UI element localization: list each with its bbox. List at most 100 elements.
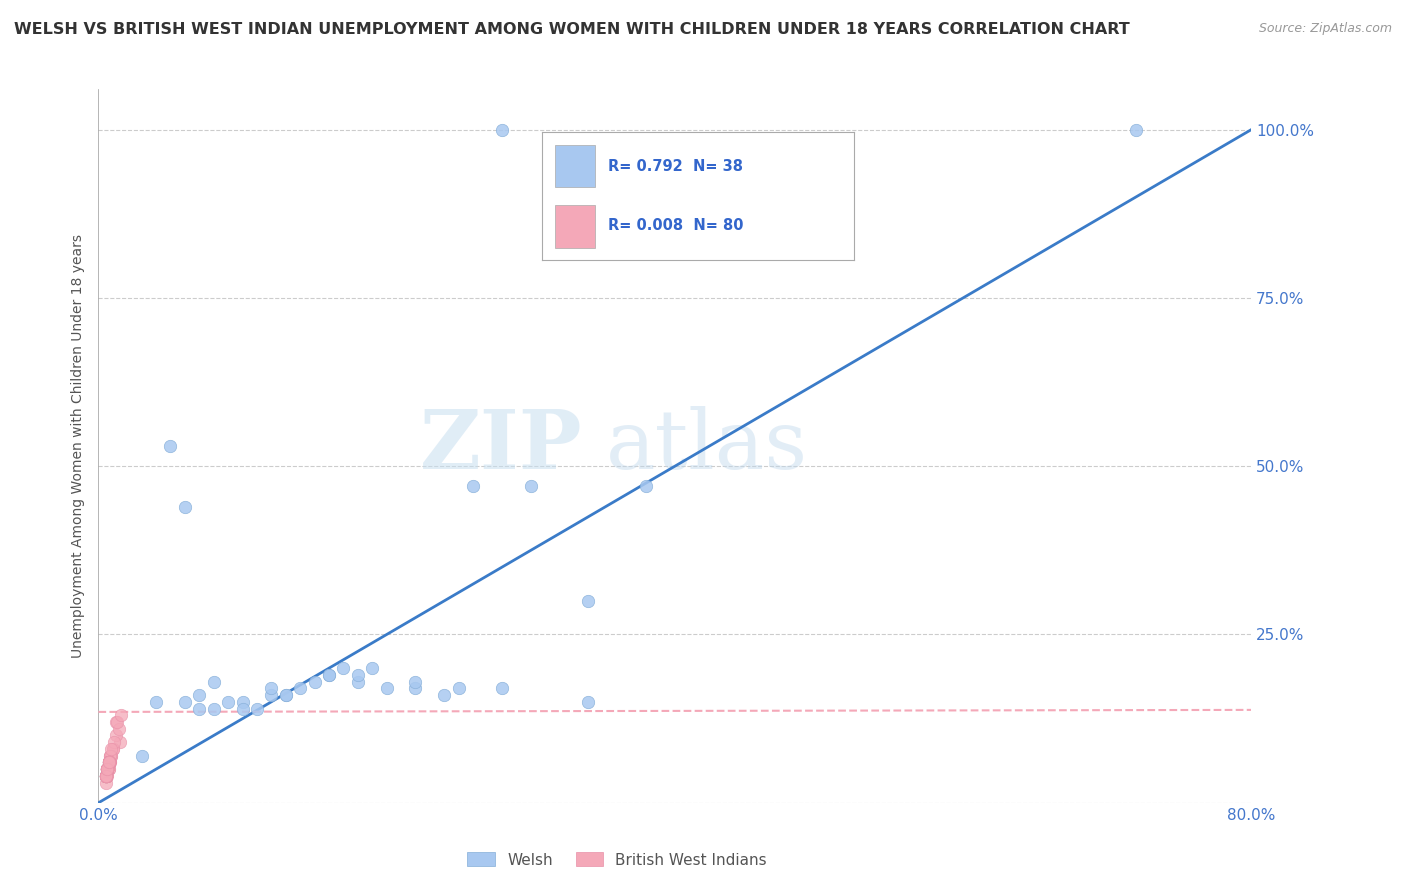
Point	[94, 769, 117, 783]
Point	[103, 735, 125, 749]
Point	[202, 701, 225, 715]
Point	[578, 594, 600, 608]
Point	[159, 439, 181, 453]
Point	[94, 769, 117, 783]
Point	[318, 668, 340, 682]
Point	[636, 479, 658, 493]
Point	[520, 479, 543, 493]
Point	[188, 688, 211, 702]
Point	[96, 769, 118, 783]
Point	[174, 500, 197, 514]
Point	[96, 762, 118, 776]
Point	[188, 701, 211, 715]
Point	[97, 756, 120, 770]
Point	[101, 742, 124, 756]
Point	[97, 756, 120, 770]
Point	[94, 769, 117, 783]
Point	[96, 762, 118, 776]
Point	[131, 748, 153, 763]
Point	[96, 762, 118, 776]
Point	[108, 735, 131, 749]
Point	[1125, 122, 1147, 136]
Point	[202, 674, 225, 689]
Point	[94, 775, 117, 789]
Point	[94, 769, 117, 783]
Point	[94, 769, 117, 783]
Point	[94, 769, 117, 783]
Point	[491, 681, 513, 696]
Point	[100, 742, 122, 756]
Point	[104, 729, 127, 743]
Point	[94, 769, 117, 783]
Point	[174, 695, 197, 709]
Point	[97, 756, 120, 770]
Point	[96, 762, 118, 776]
Point	[96, 762, 118, 776]
Point	[97, 756, 120, 770]
Point	[97, 756, 120, 770]
Point	[94, 769, 117, 783]
Point	[97, 756, 120, 770]
Point	[94, 769, 117, 783]
Point	[274, 688, 297, 702]
Point	[98, 748, 121, 763]
Point	[105, 714, 128, 729]
Point	[274, 688, 297, 702]
Point	[217, 695, 239, 709]
Point	[100, 748, 122, 763]
Point	[94, 769, 117, 783]
Point	[94, 769, 117, 783]
Point	[231, 701, 254, 715]
Point	[96, 762, 118, 776]
Point	[97, 756, 120, 770]
Point	[96, 762, 118, 776]
Point	[94, 769, 117, 783]
Text: atlas: atlas	[606, 406, 808, 486]
Legend: Welsh, British West Indians: Welsh, British West Indians	[461, 847, 773, 873]
Point	[98, 756, 121, 770]
Point	[98, 748, 121, 763]
Point	[578, 695, 600, 709]
Point	[94, 769, 117, 783]
Point	[94, 769, 117, 783]
Point	[100, 748, 122, 763]
Text: Source: ZipAtlas.com: Source: ZipAtlas.com	[1258, 22, 1392, 36]
Point	[96, 762, 118, 776]
Point	[96, 762, 118, 776]
Point	[94, 769, 117, 783]
Point	[304, 674, 326, 689]
Point	[96, 762, 118, 776]
Point	[97, 762, 120, 776]
Point	[98, 756, 121, 770]
Point	[107, 722, 129, 736]
Point	[405, 681, 427, 696]
Point	[94, 769, 117, 783]
Point	[405, 674, 427, 689]
Point	[94, 769, 117, 783]
Point	[96, 762, 118, 776]
Point	[96, 762, 118, 776]
Point	[96, 762, 118, 776]
Point	[96, 762, 118, 776]
Point	[94, 769, 117, 783]
Point	[97, 762, 120, 776]
Point	[433, 688, 456, 702]
Point	[447, 681, 470, 696]
Point	[94, 769, 117, 783]
Point	[97, 756, 120, 770]
Point	[97, 756, 120, 770]
Point	[94, 769, 117, 783]
Y-axis label: Unemployment Among Women with Children Under 18 years: Unemployment Among Women with Children U…	[70, 234, 84, 658]
Point	[361, 661, 384, 675]
Point	[260, 688, 283, 702]
Point	[231, 695, 254, 709]
Point	[375, 681, 398, 696]
Point	[97, 756, 120, 770]
Point	[145, 695, 167, 709]
Point	[96, 762, 118, 776]
Point	[246, 701, 269, 715]
Point	[96, 762, 118, 776]
Point	[97, 756, 120, 770]
Point	[96, 762, 118, 776]
Point	[260, 681, 283, 696]
